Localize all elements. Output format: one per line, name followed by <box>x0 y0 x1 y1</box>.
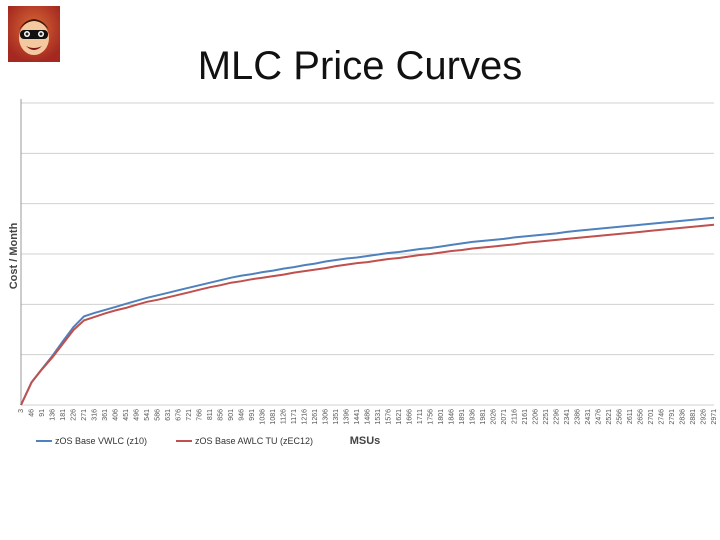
x-tick-label: 1981 <box>480 409 487 425</box>
x-tick-label: 226 <box>71 409 78 421</box>
x-tick-label: 721 <box>186 409 193 421</box>
cartoon-hero-face-icon <box>8 6 60 62</box>
x-tick-label: 2656 <box>638 409 645 425</box>
series-line-1 <box>20 216 715 406</box>
x-tick-label: 316 <box>92 409 99 421</box>
x-axis-label: MSUs <box>350 435 381 447</box>
x-tick-label: 2431 <box>585 409 592 425</box>
x-tick-label: 586 <box>155 409 162 421</box>
x-tick-label: 1036 <box>260 409 267 425</box>
x-tick-label: 1441 <box>354 409 361 425</box>
x-tick-label: 1261 <box>312 409 319 425</box>
x-tick-label: 1621 <box>396 409 403 425</box>
x-tick-label: 3 <box>18 409 25 413</box>
x-tick-label: 136 <box>50 409 57 421</box>
x-tick-label: 1846 <box>449 409 456 425</box>
x-tick-label: 1306 <box>323 409 330 425</box>
x-tick-label: 1936 <box>470 409 477 425</box>
x-tick-label: 361 <box>102 409 109 421</box>
series-lines <box>20 216 715 406</box>
x-tick-label: 901 <box>228 409 235 421</box>
x-tick-label: 856 <box>218 409 225 421</box>
x-tick-label: 2386 <box>575 409 582 425</box>
x-tick-label: 991 <box>249 409 256 421</box>
legend-label-series1: zOS Base VWLC (z10) <box>55 436 147 446</box>
x-tick-label: 946 <box>239 409 246 421</box>
x-tick-label: 2971 <box>711 409 718 425</box>
x-tick-label: 2701 <box>648 409 655 425</box>
x-tick-label: 1576 <box>386 409 393 425</box>
legend-label-series2: zOS Base AWLC TU (zEC12) <box>195 436 313 446</box>
x-tick-label: 811 <box>207 409 214 420</box>
x-tick-label: 1801 <box>438 409 445 425</box>
x-tick-label: 1216 <box>302 409 309 425</box>
x-tick-label: 2521 <box>606 409 613 425</box>
x-tick-label: 1711 <box>417 409 424 424</box>
y-axis-label: Cost / Month <box>8 222 20 289</box>
x-tick-label: 2296 <box>554 409 561 425</box>
x-tick-label: 1891 <box>459 409 466 425</box>
x-tick-label: 631 <box>165 409 172 421</box>
x-tick-label: 2251 <box>543 409 550 425</box>
x-tick-label: 2746 <box>659 409 666 425</box>
x-tick-label: 2836 <box>680 409 687 425</box>
x-tick-label: 1351 <box>333 409 340 425</box>
x-tick-label: 2206 <box>533 409 540 425</box>
x-tick-label: 1486 <box>365 409 372 425</box>
x-tick-label: 2791 <box>669 409 676 425</box>
x-tick-label: 1531 <box>375 409 382 425</box>
x-tick-label: 2926 <box>701 409 708 425</box>
x-tick-label: 91 <box>39 409 46 417</box>
x-tick-label: 2611 <box>627 409 634 424</box>
grid-lines <box>21 102 714 406</box>
x-tick-label: 2881 <box>690 409 697 425</box>
page-title: MLC Price Curves <box>197 44 523 88</box>
x-tick-label: 2476 <box>596 409 603 425</box>
x-tick-label: 2566 <box>617 409 624 425</box>
x-tick-label: 541 <box>144 409 151 421</box>
x-tick-label: 496 <box>134 409 141 421</box>
x-tick-label: 2071 <box>501 409 508 425</box>
x-tick-label: 181 <box>60 409 67 421</box>
x-tick-label: 2161 <box>522 409 529 425</box>
x-tick-label: 2026 <box>491 409 498 425</box>
series-line-2 <box>20 223 715 406</box>
x-tick-label: 1081 <box>270 409 277 425</box>
x-tick-label: 406 <box>113 409 120 421</box>
x-tick-label: 1396 <box>344 409 351 425</box>
x-tick-label: 1171 <box>291 409 298 424</box>
x-tick-label: 676 <box>176 409 183 421</box>
x-tick-labels: 3 46 91 136 181 226 271 316 361 406 451 496 541 586 63… <box>18 409 718 425</box>
x-tick-label: 271 <box>81 409 88 421</box>
x-tick-label: 1126 <box>281 409 288 424</box>
x-tick-label: 2341 <box>564 409 571 425</box>
x-tick-label: 451 <box>123 409 130 421</box>
x-tick-label: 46 <box>29 409 36 417</box>
x-tick-label: 766 <box>197 409 204 421</box>
x-tick-label: 2116 <box>512 409 519 424</box>
x-tick-label: 1756 <box>428 409 435 425</box>
x-tick-label: 1666 <box>407 409 414 425</box>
chart-legend: zOS Base VWLC (z10) zOS Base AWLC TU (zE… <box>36 436 313 446</box>
